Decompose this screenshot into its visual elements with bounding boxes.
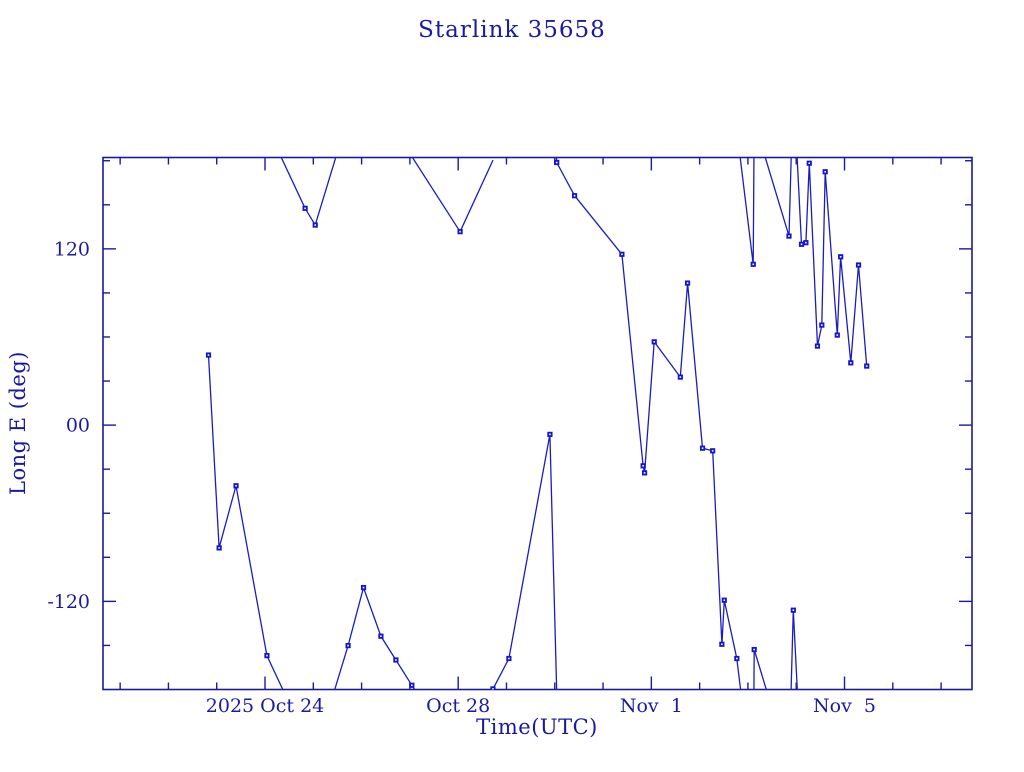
- data-point-center: [679, 376, 682, 378]
- data-point-center: [839, 255, 842, 258]
- data-point-center: [821, 324, 823, 326]
- x-tick-label: 2025 Oct 24: [206, 695, 324, 717]
- y-axis-label: Long E (deg): [6, 351, 30, 495]
- data-point-center: [824, 170, 826, 173]
- data-point-center: [711, 450, 714, 452]
- data-point-center: [788, 235, 790, 237]
- data-point-center: [549, 433, 551, 436]
- data-point-center: [865, 365, 868, 367]
- data-point-center: [723, 599, 726, 601]
- tick-labels: 2025 Oct 24 Oct 28 Nov 1 Nov 5 -120 00 120: [47, 238, 876, 717]
- data-point-center: [411, 684, 413, 687]
- data-point-center: [849, 362, 852, 364]
- x-tick-label: Nov 1: [620, 695, 683, 717]
- x-tick-label: Nov 5: [813, 695, 876, 717]
- data-point-center: [805, 241, 807, 244]
- data-point-center: [857, 264, 860, 266]
- data-point-center: [752, 263, 755, 266]
- data-point-center: [555, 161, 558, 164]
- data-point-center: [266, 654, 268, 657]
- data-point-center: [643, 472, 646, 474]
- data-point-center: [395, 659, 397, 661]
- data-point-center: [207, 354, 210, 356]
- data-point-center: [701, 447, 704, 449]
- y-tick-label: -120: [47, 591, 90, 613]
- data-point-center: [642, 465, 644, 467]
- data-point-center: [800, 243, 803, 246]
- data-point-center: [621, 253, 623, 256]
- data-point: [490, 686, 496, 690]
- data-point-center: [573, 194, 576, 197]
- data-series: [205, 157, 870, 690]
- axis-ticks: [103, 157, 972, 690]
- data-point-center: [653, 341, 656, 343]
- data-point-center: [347, 644, 349, 647]
- data-line: [207, 157, 868, 690]
- plot-frame: [102, 156, 973, 691]
- chart-title: Starlink 35658: [418, 17, 606, 43]
- data-point-center: [721, 643, 723, 646]
- data-point-center: [816, 345, 819, 347]
- y-tick-label: 00: [66, 415, 90, 437]
- data-point-center: [218, 547, 220, 549]
- data-point-center: [836, 334, 839, 336]
- x-axis-label: Time(UTC): [476, 715, 598, 739]
- data-point-center: [808, 162, 811, 165]
- data-point-center: [736, 657, 738, 660]
- data-point-center: [792, 609, 795, 611]
- data-point-center: [508, 657, 510, 660]
- data-point-center: [235, 484, 237, 487]
- data-point-center: [753, 648, 756, 651]
- data-point-center: [686, 282, 689, 284]
- data-point-center: [492, 688, 494, 690]
- data-point-center: [459, 230, 461, 233]
- data-point-center: [304, 207, 306, 210]
- data-point-center: [362, 586, 365, 589]
- data-point-center: [314, 224, 317, 226]
- data-point-center: [380, 635, 382, 637]
- x-tick-label: Oct 28: [426, 695, 490, 717]
- y-tick-label: 120: [54, 238, 90, 260]
